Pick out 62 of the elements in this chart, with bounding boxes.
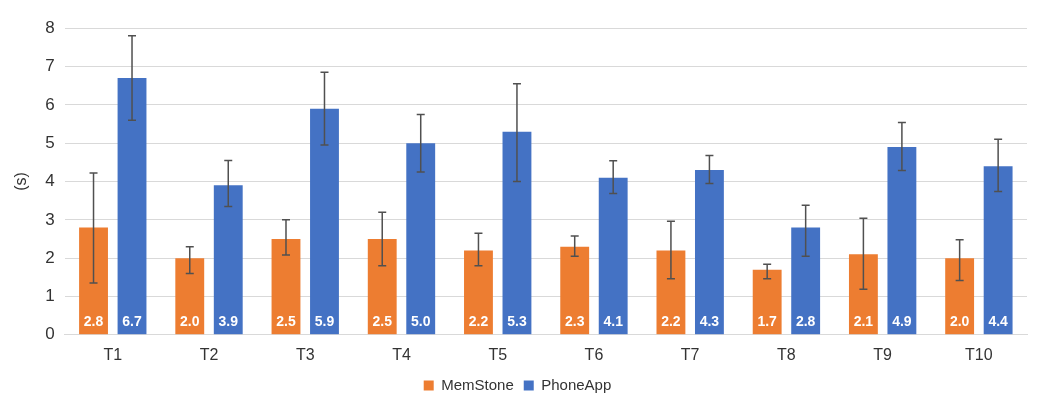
bar bbox=[752, 269, 782, 335]
bar bbox=[694, 170, 724, 335]
bar bbox=[175, 258, 205, 335]
y-tick-label: 0 bbox=[45, 324, 55, 344]
x-tick-label: T10 bbox=[965, 345, 993, 363]
y-tick-label: 5 bbox=[45, 132, 55, 152]
bar bbox=[656, 250, 686, 335]
bar bbox=[983, 166, 1013, 335]
data-label: 4.4 bbox=[988, 312, 1009, 329]
x-tick-label: T6 bbox=[584, 345, 604, 363]
y-tick-label: 1 bbox=[45, 286, 55, 306]
bar bbox=[560, 246, 590, 335]
bar bbox=[367, 238, 397, 335]
bar bbox=[598, 177, 628, 335]
y-tick-label: 6 bbox=[45, 94, 55, 114]
y-tick-label: 3 bbox=[45, 209, 55, 229]
data-label: 2.8 bbox=[795, 312, 816, 329]
legend-label: PhoneApp bbox=[541, 375, 612, 393]
bar bbox=[79, 227, 108, 335]
x-tick-label: T7 bbox=[680, 345, 700, 363]
data-label: 2.1 bbox=[853, 312, 874, 329]
y-axis-title: (s) bbox=[12, 172, 30, 191]
bar bbox=[406, 143, 436, 335]
y-tick-label: 4 bbox=[45, 171, 55, 191]
x-tick-label: T5 bbox=[488, 345, 508, 363]
bar bbox=[310, 108, 339, 335]
legend-label: MemStone bbox=[441, 375, 514, 393]
bar bbox=[213, 185, 243, 335]
x-tick-label: T2 bbox=[199, 345, 219, 363]
bar bbox=[271, 238, 301, 335]
data-label: 2.2 bbox=[468, 312, 489, 329]
data-label: 1.7 bbox=[757, 312, 778, 329]
data-label: 4.9 bbox=[892, 312, 912, 329]
y-tick-label: 8 bbox=[45, 17, 55, 37]
x-tick-label: T4 bbox=[392, 345, 411, 363]
data-label: 2.0 bbox=[949, 312, 970, 329]
bar bbox=[887, 147, 917, 335]
bar bbox=[464, 250, 493, 335]
bar bbox=[848, 254, 878, 335]
bar bbox=[945, 258, 975, 335]
x-tick-label: T9 bbox=[873, 345, 893, 363]
x-tick-label: T3 bbox=[295, 345, 315, 363]
data-label: 5.9 bbox=[314, 312, 335, 329]
data-label: 2.5 bbox=[276, 312, 296, 329]
data-label: 2.2 bbox=[661, 312, 681, 329]
data-label: 2.0 bbox=[180, 312, 200, 329]
data-label: 5.0 bbox=[410, 312, 431, 329]
data-label: 4.1 bbox=[603, 312, 624, 329]
y-tick-label: 2 bbox=[45, 247, 55, 267]
data-label: 4.3 bbox=[699, 312, 720, 329]
y-tick-label: 7 bbox=[45, 56, 55, 76]
data-label: 2.3 bbox=[564, 312, 585, 329]
data-label: 2.8 bbox=[83, 312, 104, 329]
data-label: 3.9 bbox=[218, 312, 239, 329]
bar bbox=[117, 78, 147, 335]
bar bbox=[791, 227, 821, 335]
data-label: 6.7 bbox=[122, 312, 142, 329]
data-label: 2.5 bbox=[372, 312, 393, 329]
x-tick-label: T1 bbox=[103, 345, 123, 363]
data-label: 5.3 bbox=[507, 312, 527, 329]
x-tick-label: T8 bbox=[777, 345, 796, 363]
bar bbox=[502, 131, 532, 335]
